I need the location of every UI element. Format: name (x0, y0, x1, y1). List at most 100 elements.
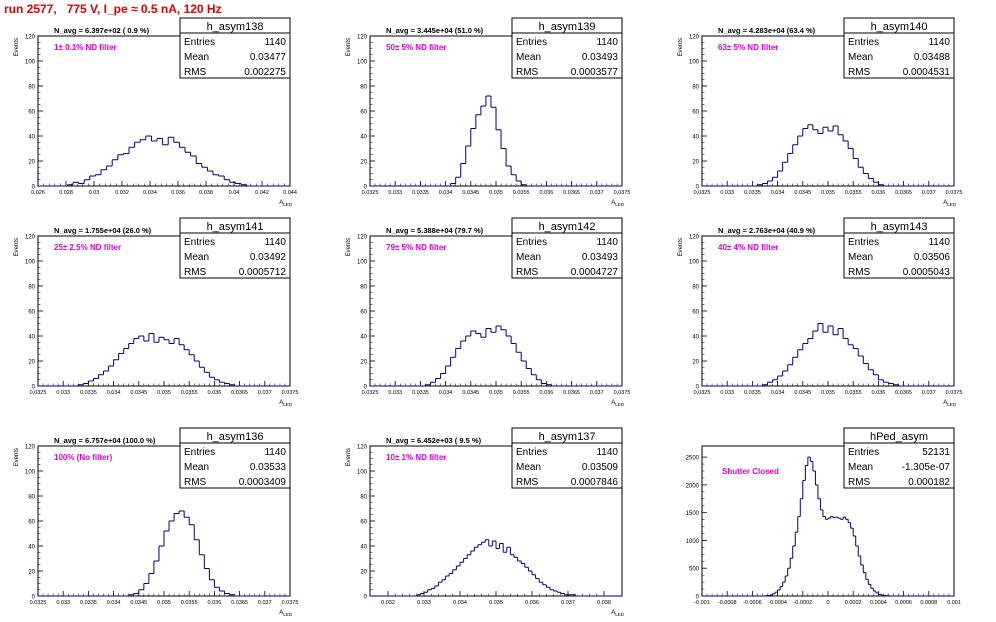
stats-value: 0.03488 (914, 52, 951, 63)
y-tick-label: 100 (357, 260, 368, 266)
x-axis-label-base: A (279, 400, 283, 406)
y-tick-label: 60 (692, 110, 699, 116)
x-tick-label: 0.03 (89, 190, 100, 196)
histogram-name: hPed_asym (870, 431, 928, 443)
y-tick-label: 120 (25, 445, 36, 451)
x-axis-label: ALED (279, 400, 293, 407)
norm-label: N_avg = 3.445e+04 (51.0 %) (386, 26, 484, 35)
histogram-name: h_asym136 (207, 431, 264, 443)
x-tick-label: 0.0365 (895, 390, 912, 396)
y-tick-label: 60 (360, 520, 367, 526)
x-tick-label: 0.0355 (181, 390, 198, 396)
y-tick-label: 40 (28, 335, 35, 341)
y-tick-label: 80 (360, 495, 367, 501)
x-tick-label: 0.036 (540, 190, 554, 196)
x-tick-label: 0.0355 (513, 190, 530, 196)
y-tick-label: 120 (689, 235, 700, 241)
stats-key: Entries (848, 37, 879, 48)
norm-label: N_avg = 6.397e+02 ( 0.9 %) (54, 26, 150, 35)
norm-label: N_avg = 4.283e+04 (63.4 %) (718, 26, 816, 35)
y-tick-label: 0 (364, 595, 368, 601)
norm-label: N_avg = 5.388e+04 (79.7 %) (386, 226, 484, 235)
y-tick-label: 40 (360, 545, 367, 551)
x-axis-label-base: A (611, 610, 615, 616)
x-tick-label: 0.032 (115, 190, 129, 196)
x-tick-label: 0.0325 (30, 600, 47, 606)
y-tick-label: 0 (32, 385, 36, 391)
x-axis-label-base: A (943, 200, 947, 206)
x-tick-label: 0.026 (31, 190, 45, 196)
x-tick-label: 0.036 (872, 390, 886, 396)
y-tick-label: 2000 (686, 483, 700, 489)
x-tick-label: 0.033 (56, 600, 70, 606)
y-tick-label: 40 (28, 545, 35, 551)
x-tick-label: -0.001 (694, 600, 710, 606)
x-tick-label: -0.0008 (718, 600, 737, 606)
x-tick-label: -0.0004 (768, 600, 787, 606)
stats-key: Entries (516, 237, 547, 248)
y-tick-label: 120 (25, 35, 36, 41)
y-axis-label: Events (678, 38, 684, 56)
y-tick-label: 100 (689, 260, 700, 266)
y-tick-label: 0 (364, 185, 368, 191)
x-axis-label-sub: LED (283, 612, 293, 617)
stats-key: Entries (848, 237, 879, 248)
histogram-name: h_asym142 (539, 221, 596, 233)
x-tick-label: 0.0355 (513, 390, 530, 396)
stats-value: 0.0005712 (239, 267, 287, 278)
stats-value: 0.03509 (582, 462, 619, 473)
y-tick-label: 0 (696, 385, 700, 391)
y-axis-label: Events (346, 448, 352, 466)
x-tick-label: 0.0335 (80, 390, 97, 396)
stats-key: RMS (516, 67, 539, 78)
histogram-panel-h_asym142: 0 20 40 60 80 100 120 0.0325 0.033 0.0335 0.034 0.0… (346, 217, 630, 407)
stats-value: 1140 (264, 447, 286, 458)
histogram-name: h_asym138 (207, 21, 264, 33)
norm-label: N_avg = 1.755e+04 (26.0 %) (54, 226, 152, 235)
y-tick-label: 20 (692, 360, 699, 366)
stats-value: 0.0007846 (571, 477, 619, 488)
x-axis-label: ALED (943, 200, 957, 207)
stats-value: 1140 (264, 37, 286, 48)
x-tick-label: 0.037 (561, 600, 575, 606)
x-tick-label: 0.036 (872, 190, 886, 196)
x-axis-label: ALED (279, 610, 293, 617)
filter-label: 40± 4% ND filter (718, 243, 778, 252)
x-tick-label: 0.0365 (563, 190, 580, 196)
y-tick-label: 500 (689, 567, 700, 573)
y-tick-label: 80 (692, 285, 699, 291)
y-tick-label: 20 (28, 570, 35, 576)
x-tick-label: 0.033 (417, 600, 431, 606)
filter-label: 79± 5% ND filter (386, 243, 446, 252)
stats-box (511, 427, 623, 489)
x-tick-label: 0.0375 (946, 390, 963, 396)
x-tick-label: 0.0375 (946, 190, 963, 196)
y-axis-label: Events (14, 448, 20, 466)
histogram-panel-h_asym136: 0 20 40 60 80 100 120 0.0325 0.033 0.0335 0.034 0.0… (14, 427, 298, 617)
x-tick-label: 0.04 (229, 190, 240, 196)
stats-box (843, 427, 955, 489)
x-tick-label: 0.034 (771, 190, 785, 196)
x-tick-label: 0 (826, 600, 829, 606)
x-tick-label: 0.036 (525, 600, 539, 606)
y-tick-label: 60 (360, 110, 367, 116)
stats-box (843, 17, 955, 79)
histogram-name: h_asym140 (871, 21, 928, 33)
stats-value: 0.03493 (582, 252, 619, 263)
stats-value: 1140 (596, 447, 618, 458)
stats-value: 1140 (264, 237, 286, 248)
x-tick-label: 0.0365 (895, 190, 912, 196)
norm-label: N_avg = 2.763e+04 (40.9 %) (718, 226, 816, 235)
x-axis-label-base: A (611, 400, 615, 406)
stats-key: RMS (184, 267, 207, 278)
x-tick-label: 0.037 (922, 190, 936, 196)
stats-value: 0.0005043 (903, 267, 951, 278)
y-tick-label: 20 (360, 570, 367, 576)
x-tick-label: 0.038 (597, 600, 611, 606)
histogram-panel-h_asym143: 0 20 40 60 80 100 120 0.0325 0.033 0.0335 0.034 0.0… (678, 217, 963, 407)
y-tick-label: 60 (360, 310, 367, 316)
stats-value: 0.0003409 (239, 477, 287, 488)
y-tick-label: 60 (28, 110, 35, 116)
stats-value: 0.0003577 (571, 67, 619, 78)
stats-value: 1140 (596, 237, 618, 248)
